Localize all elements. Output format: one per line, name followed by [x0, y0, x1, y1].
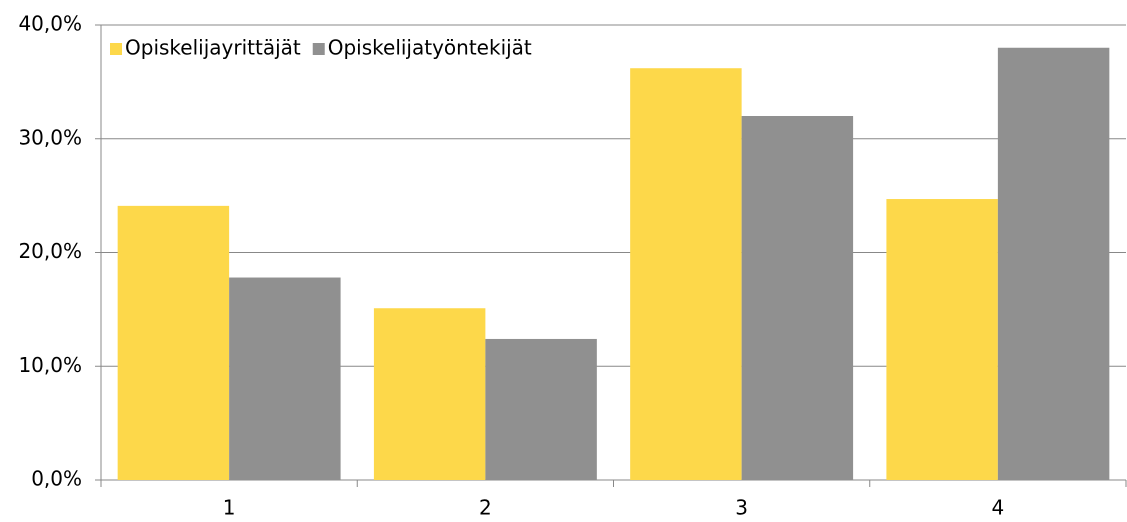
x-tick-label: 4: [992, 496, 1005, 520]
bar: [373, 308, 486, 480]
x-tick-label: 3: [735, 496, 748, 520]
x-tick-label: 2: [479, 496, 492, 520]
bar: [630, 68, 742, 480]
y-tick-label: 40,0%: [18, 12, 82, 36]
bar: [886, 199, 998, 480]
y-tick-label: 30,0%: [18, 125, 82, 149]
legend-label: Opiskelijatyöntekijät: [328, 36, 532, 60]
bar: [229, 277, 341, 480]
bar: [741, 116, 854, 480]
bar: [485, 338, 597, 480]
y-tick-label: 20,0%: [18, 239, 82, 263]
legend-swatch: [110, 43, 122, 55]
bar: [997, 47, 1110, 480]
legend-swatch: [312, 43, 325, 55]
bar: [117, 205, 230, 481]
legend-label: Opiskelijayrittäjät: [125, 36, 301, 60]
y-tick-label: 10,0%: [18, 353, 82, 377]
x-tick-label: 1: [223, 496, 236, 520]
y-tick-label: 0,0%: [31, 467, 82, 491]
